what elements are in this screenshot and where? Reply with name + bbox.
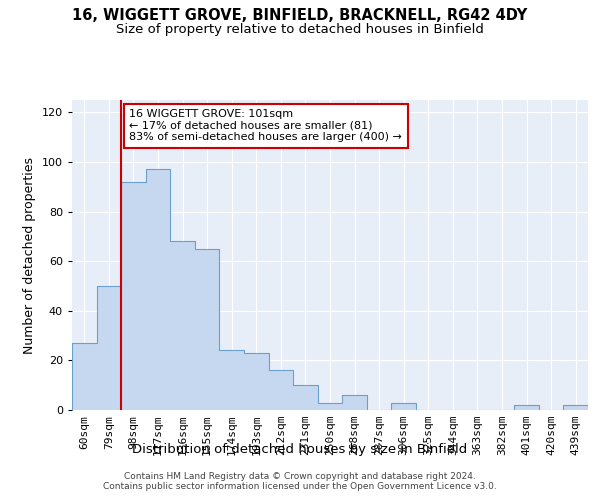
Text: 16, WIGGETT GROVE, BINFIELD, BRACKNELL, RG42 4DY: 16, WIGGETT GROVE, BINFIELD, BRACKNELL, … <box>73 8 527 22</box>
Text: Distribution of detached houses by size in Binfield: Distribution of detached houses by size … <box>133 444 467 456</box>
Text: Contains public sector information licensed under the Open Government Licence v3: Contains public sector information licen… <box>103 482 497 491</box>
Y-axis label: Number of detached properties: Number of detached properties <box>23 156 36 354</box>
Text: 16 WIGGETT GROVE: 101sqm
← 17% of detached houses are smaller (81)
83% of semi-d: 16 WIGGETT GROVE: 101sqm ← 17% of detach… <box>129 110 402 142</box>
Text: Contains HM Land Registry data © Crown copyright and database right 2024.: Contains HM Land Registry data © Crown c… <box>124 472 476 481</box>
Text: Size of property relative to detached houses in Binfield: Size of property relative to detached ho… <box>116 22 484 36</box>
